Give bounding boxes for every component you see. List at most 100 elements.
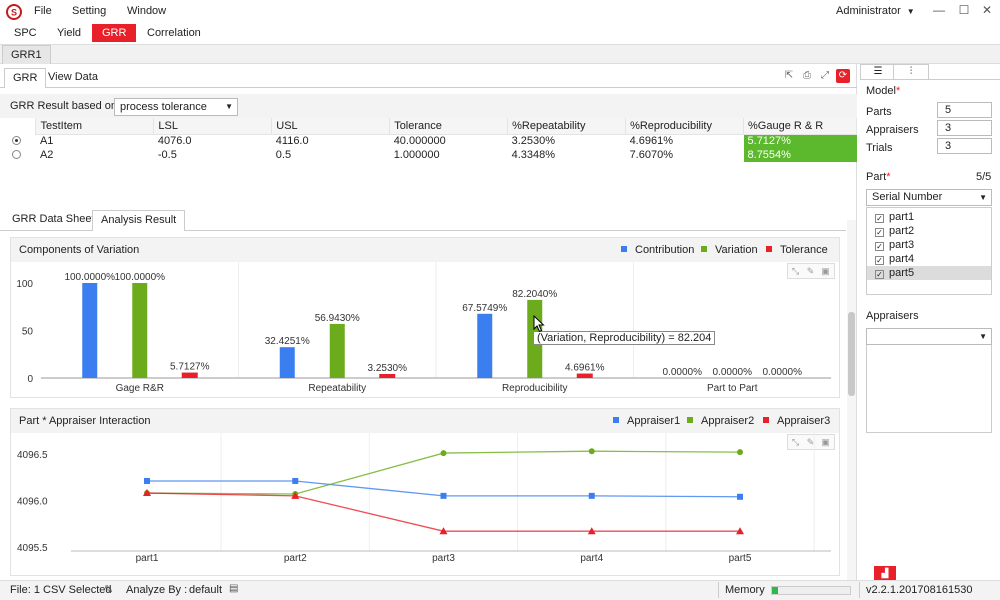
list-item[interactable]: ✓ part5 [867,266,991,280]
required-mark: * [895,85,901,97]
checkbox-icon[interactable]: ✓ [875,242,884,251]
appraisers-select[interactable]: ▼ [866,328,992,345]
database-icon[interactable]: ☰ [860,64,896,80]
list-item[interactable]: ✓ part1 [867,210,991,224]
bar [477,313,493,378]
tab-correlation[interactable]: Correlation [147,27,201,39]
table-cell: 4.6961% [629,135,673,148]
chart-save-icon[interactable]: ▣ [821,266,830,276]
refresh-icon[interactable]: ⟳ [836,69,850,83]
table-row[interactable]: A1 4076.0 4116.0 40.000000 3.2530% 4.696… [0,134,857,148]
part-label-text: Part [866,171,887,183]
part-count: 5/5 [976,171,992,183]
appraisers-list [866,345,992,433]
data-label: 100.0000% [114,272,165,283]
part-sort-select[interactable]: Serial Number ▼ [866,189,992,206]
chart-save-icon[interactable]: ▣ [821,437,830,447]
checkbox-icon[interactable]: ✓ [875,256,884,265]
tab-yield[interactable]: Yield [57,27,82,39]
list-item[interactable]: ✓ part2 [867,224,991,238]
data-point [737,449,743,456]
list-item[interactable]: ✓ part4 [867,252,991,266]
chart-zoom-icon[interactable]: ⤡ [791,266,800,276]
x-tick-label: Repeatability [308,383,366,394]
tab-spc[interactable]: SPC [14,27,37,39]
table-cell: -0.5 [157,149,177,161]
mouse-cursor-icon [533,315,545,333]
chart-tools: ⤡ ✎ ▣ [787,263,835,279]
chart-report-icon[interactable]: ▟ [874,566,896,580]
chart-pan-icon[interactable]: ✎ [806,437,815,447]
checkbox-icon[interactable]: ✓ [875,228,884,237]
table-row[interactable]: A2 -0.5 0.5 1.000000 4.3348% 7.6070% 8.7… [0,148,857,162]
legend-label: Appraiser3 [777,415,831,427]
legend-item: Appraiser2 [687,415,754,427]
bar [82,283,98,378]
chart-zoom-icon[interactable]: ⤡ [791,437,800,447]
legend-swatch [613,417,619,423]
checkbox-icon[interactable]: ✓ [875,270,884,279]
row-radio[interactable] [12,150,21,159]
table-header: %Gauge R & R [743,118,857,135]
data-point [737,493,743,500]
row-radio[interactable] [12,136,21,145]
tab-view-data[interactable]: View Data [48,71,98,83]
model-label-text: Model [866,85,896,97]
tab-grr[interactable]: GRR [92,24,137,42]
user-menu[interactable]: Administrator ▼ [836,5,915,17]
checkbox-icon[interactable]: ✓ [875,214,884,223]
close-button[interactable]: ✕ [981,3,993,17]
file-status: File: 1 CSV Selected [10,584,112,596]
divider [929,79,1000,80]
menu-window[interactable]: Window [127,5,167,17]
expand-icon[interactable]: ⤢ [821,70,829,81]
menu-setting[interactable]: Setting [72,5,107,17]
tab-grr-data-sheet[interactable]: GRR Data Sheet [12,213,95,225]
legend-label: Variation [715,244,758,256]
legend-swatch [621,246,627,252]
x-tick-label: Gage R&R [116,383,164,394]
tab-grr-sub[interactable]: GRR [4,68,47,88]
minimize-button[interactable]: — [933,3,945,17]
data-label: 0.0000% [763,367,803,378]
export-icon[interactable]: ⇱ [784,70,794,81]
data-label: 3.2530% [368,363,408,374]
x-tick-label: Part to Part [707,383,758,394]
table-header: Tolerance [389,118,509,135]
bar [576,373,593,378]
appraisers-field[interactable]: 3 [937,120,992,136]
y-tick-label: 50 [22,327,34,338]
parts-label: Parts [866,106,892,118]
bar [132,283,148,378]
print-icon[interactable]: ⎙ [803,70,811,81]
legend-swatch [701,246,707,252]
document-tab-bar [0,44,1000,64]
result-basis-select[interactable]: process tolerance ▼ [114,98,238,116]
sliders-icon[interactable]: ⫶ [893,64,929,80]
table-cell: 5.7127% [743,134,857,148]
menu-file[interactable]: File [34,5,52,17]
data-label: 4.6961% [565,363,605,374]
parts-field[interactable]: 5 [937,102,992,118]
table-header: USL [271,118,391,135]
appraisers-section-label: Appraisers [866,310,919,322]
table-header: %Reproducibility [625,118,745,135]
maximize-button[interactable]: ☐ [958,3,970,17]
chart-pan-icon[interactable]: ✎ [806,266,815,276]
data-label: 0.0000% [713,367,753,378]
list-item[interactable]: ✓ part3 [867,238,991,252]
tab-grr1[interactable]: GRR1 [2,45,51,64]
vertical-scrollbar[interactable] [847,220,856,580]
edit-icon[interactable]: ✎ [104,584,114,596]
chevron-down-icon: ▼ [979,193,987,202]
scrollbar-thumb[interactable] [848,312,855,396]
legend-label: Appraiser2 [701,415,755,427]
data-point [292,477,299,484]
table-header: %Repeatability [507,118,627,135]
svg-text:S: S [11,8,17,18]
data-label: 82.2040% [512,289,557,300]
list-icon[interactable]: ▤ [229,583,239,594]
tab-analysis-result[interactable]: Analysis Result [92,210,186,231]
table-header-row: TestItem LSL USL Tolerance %Repeatabilit… [0,118,857,135]
trials-field[interactable]: 3 [937,138,992,154]
